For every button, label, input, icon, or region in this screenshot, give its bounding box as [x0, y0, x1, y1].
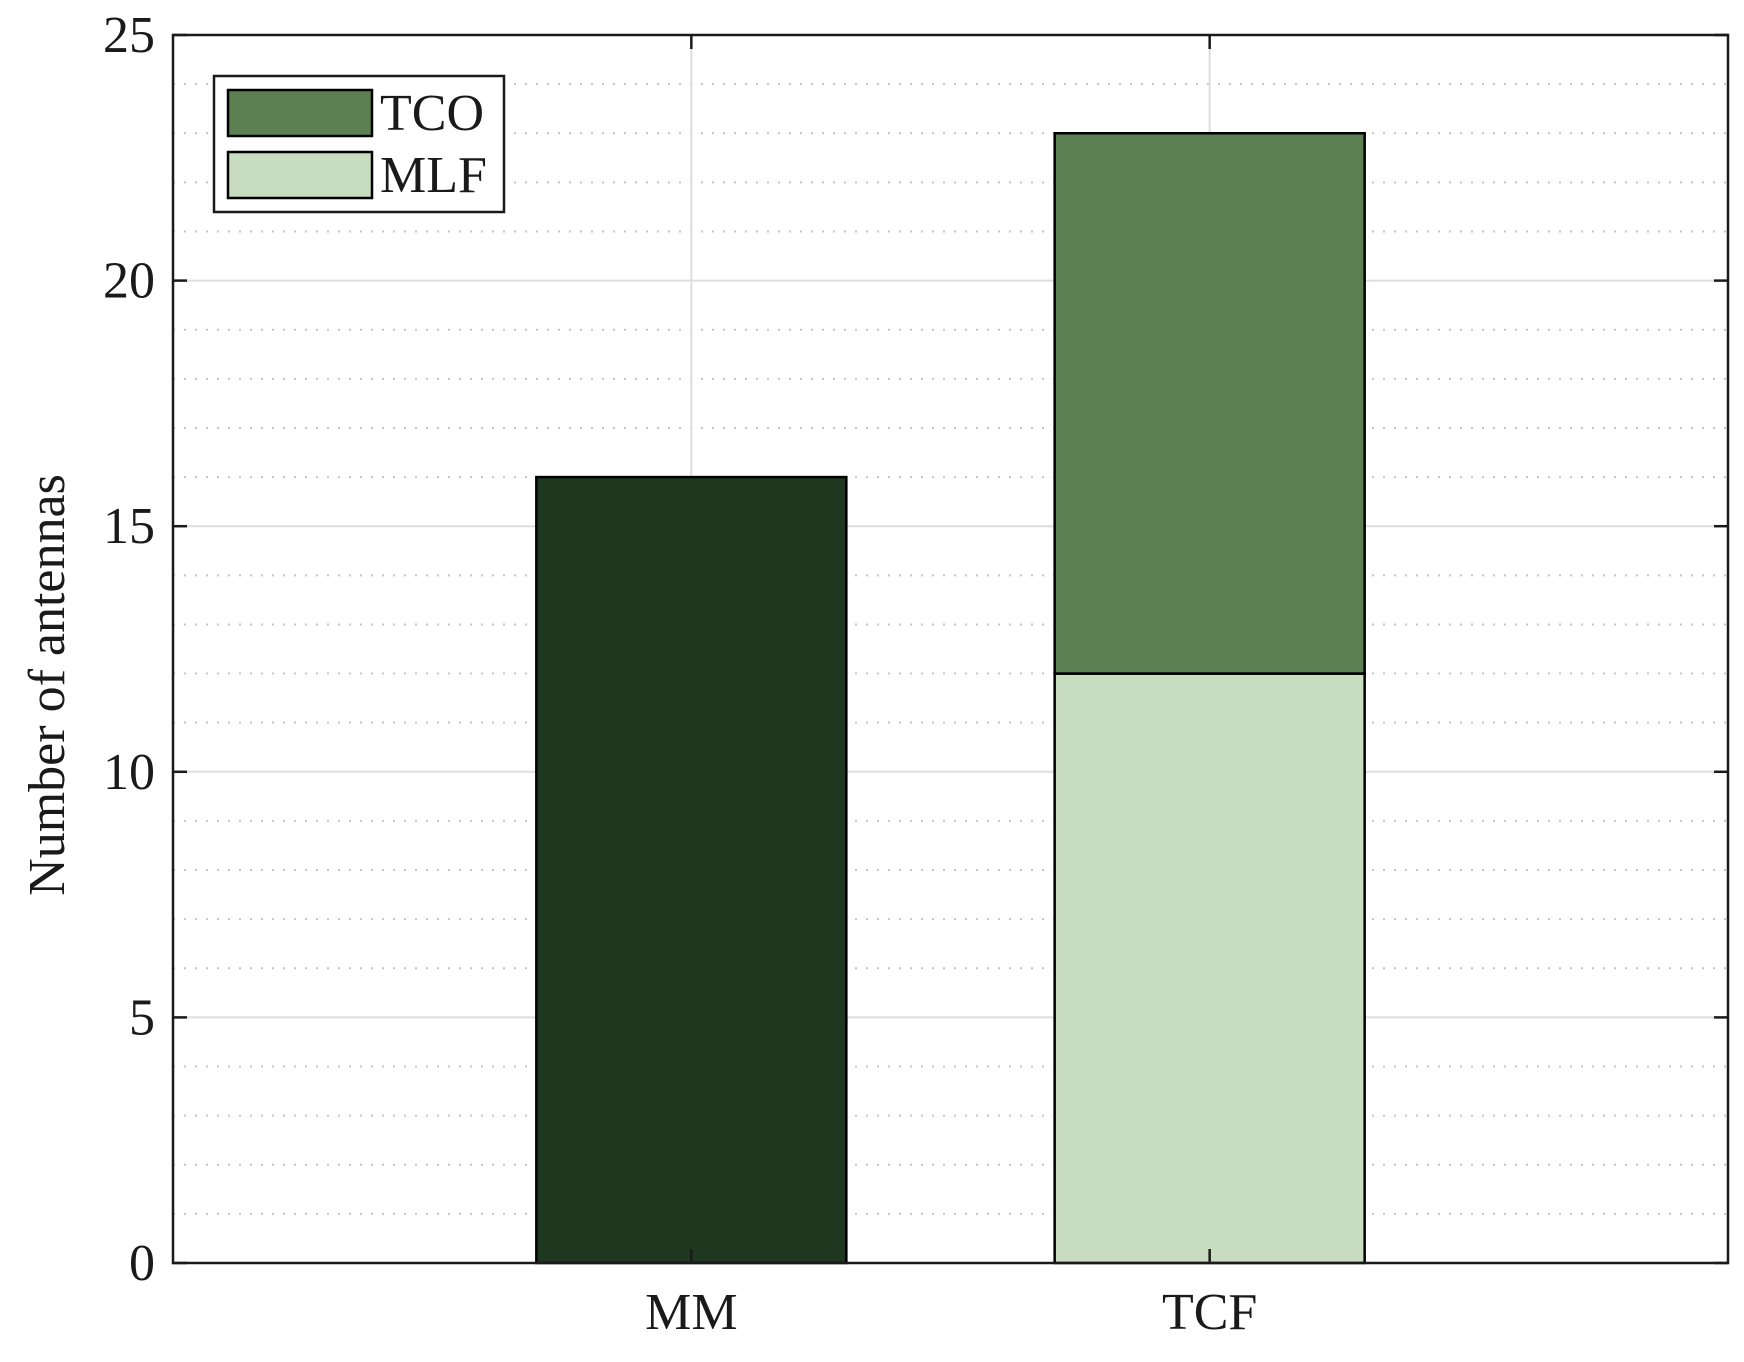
bars [535, 131, 1366, 1265]
bar-mm-total [535, 475, 848, 1265]
legend-label-tco: TCO [380, 85, 484, 142]
y-tick-label: 10 [103, 744, 155, 801]
x-tick-label: MM [645, 1284, 737, 1341]
y-tick-label: 20 [103, 253, 155, 310]
plot-frame [171, 33, 1730, 1265]
y-axis-title: Number of antennas [19, 474, 76, 896]
axis-ticks [173, 33, 1728, 1265]
y-tick-label: 15 [103, 498, 155, 555]
legend-label-mlf: MLF [380, 147, 487, 204]
legend-swatch-tco [226, 88, 374, 138]
legend-swatch-mlf [226, 150, 374, 200]
bar-tcf-tco [1053, 131, 1366, 675]
bar-tcf-mlf [1053, 672, 1366, 1265]
x-tick-label: TCF [1162, 1284, 1257, 1341]
y-tick-label: 5 [129, 989, 155, 1046]
y-tick-label: 25 [103, 7, 155, 64]
y-tick-labels: 0 5 10 15 20 25 [103, 7, 155, 1292]
y-tick-label: 0 [129, 1235, 155, 1292]
x-tick-labels: MM TCF [645, 1284, 1257, 1341]
